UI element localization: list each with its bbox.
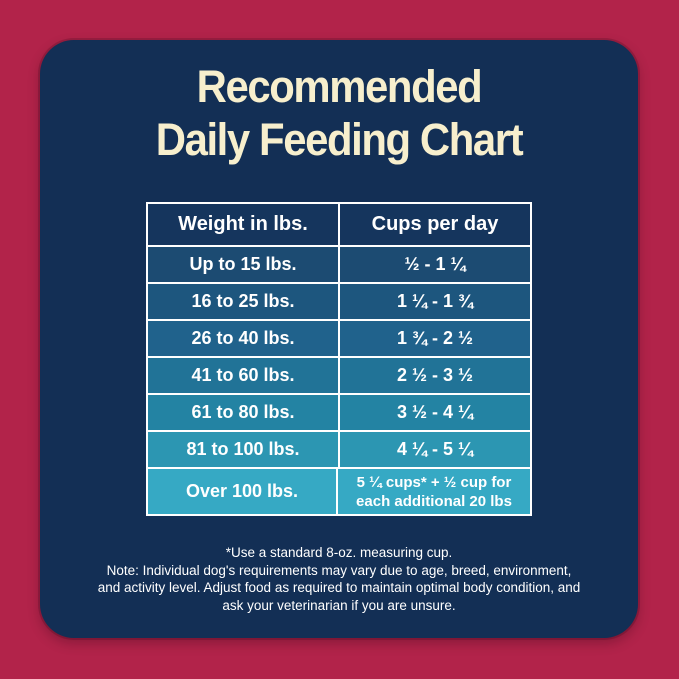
cups-cell: 1 ¼ - 1 ¾ xyxy=(340,284,530,319)
table-row: Up to 15 lbs. ½ - 1 ¼ xyxy=(148,247,530,282)
weight-cell: 61 to 80 lbs. xyxy=(148,395,338,430)
cups-cell: 2 ½ - 3 ½ xyxy=(340,358,530,393)
chart-panel: Recommended Daily Feeding Chart Weight i… xyxy=(40,40,638,638)
weight-cell: 41 to 60 lbs. xyxy=(148,358,338,393)
weight-cell: 16 to 25 lbs. xyxy=(148,284,338,319)
weight-cell: Over 100 lbs. xyxy=(148,469,336,514)
table-header-row: Weight in lbs. Cups per day xyxy=(148,204,530,245)
weight-cell: Up to 15 lbs. xyxy=(148,247,338,282)
chart-title: Recommended Daily Feeding Chart xyxy=(40,60,638,166)
cups-cell: 5 ¼ cups* + ½ cup for each additional 20… xyxy=(338,469,530,514)
table-row: 81 to 100 lbs. 4 ¼ - 5 ¼ xyxy=(148,432,530,467)
measuring-cup-note: *Use a standard 8-oz. measuring cup. xyxy=(225,545,453,560)
chart-title-line1: Recommended xyxy=(196,61,483,112)
header-weight: Weight in lbs. xyxy=(148,204,338,245)
cups-cell: 3 ½ - 4 ¼ xyxy=(340,395,530,430)
table-row: 61 to 80 lbs. 3 ½ - 4 ¼ xyxy=(148,395,530,430)
chart-title-line2: Daily Feeding Chart xyxy=(155,114,524,165)
header-cups: Cups per day xyxy=(340,204,530,245)
variation-note: Note: Individual dog's requirements may … xyxy=(97,562,581,613)
cups-cell: ½ - 1 ¼ xyxy=(340,247,530,282)
cups-cell: 1 ¾ - 2 ½ xyxy=(340,321,530,356)
weight-cell: 26 to 40 lbs. xyxy=(148,321,338,356)
table-row: 16 to 25 lbs. 1 ¼ - 1 ¾ xyxy=(148,284,530,319)
feeding-table: Weight in lbs. Cups per day Up to 15 lbs… xyxy=(146,202,532,516)
table-row: Over 100 lbs. 5 ¼ cups* + ½ cup for each… xyxy=(148,469,530,514)
weight-cell: 81 to 100 lbs. xyxy=(148,432,338,467)
table-row: 26 to 40 lbs. 1 ¾ - 2 ½ xyxy=(148,321,530,356)
table-row: 41 to 60 lbs. 2 ½ - 3 ½ xyxy=(148,358,530,393)
footnotes: *Use a standard 8-oz. measuring cup. Not… xyxy=(96,544,582,614)
cups-cell: 4 ¼ - 5 ¼ xyxy=(340,432,530,467)
